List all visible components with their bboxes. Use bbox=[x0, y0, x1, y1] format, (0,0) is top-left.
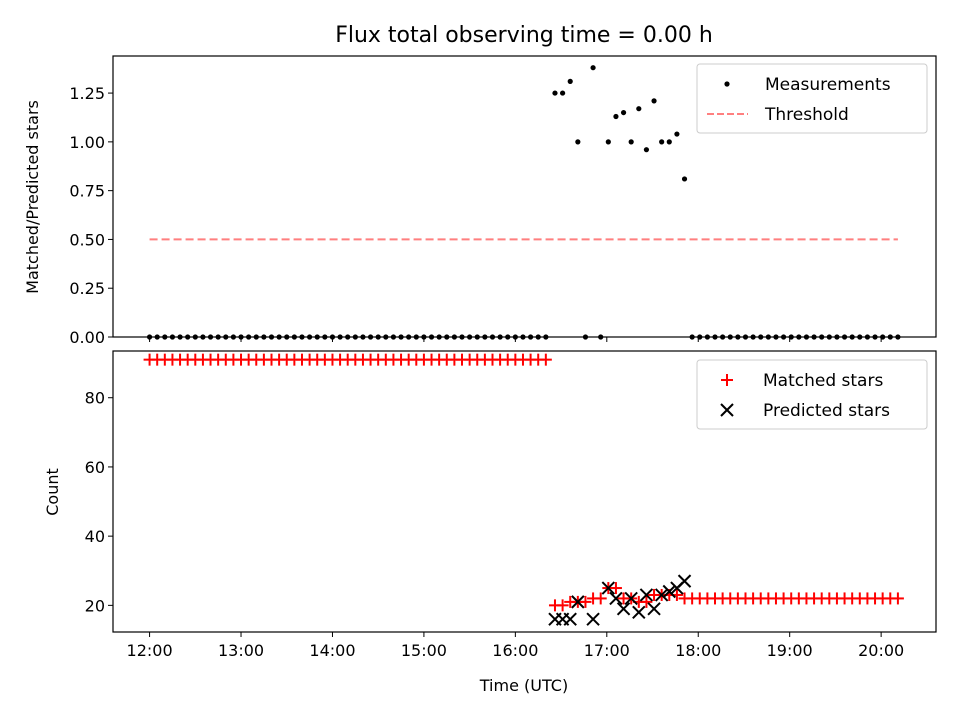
matched-stars-point bbox=[556, 599, 569, 612]
top-legend-box bbox=[696, 63, 928, 134]
matched-stars-point bbox=[579, 595, 592, 608]
measurement-point bbox=[628, 139, 634, 145]
predicted-stars-point bbox=[616, 602, 631, 616]
measurement-point bbox=[674, 131, 680, 137]
measurement-point bbox=[681, 176, 688, 182]
chart-title: Flux total observing time = 0.00 h bbox=[335, 23, 713, 48]
top-y-ticks: 0.00 0.25 0.50 0.75 1.00 1.25 bbox=[69, 84, 113, 347]
matched-stars-point bbox=[640, 595, 653, 608]
bottom-y-axis-label: Count bbox=[43, 468, 62, 516]
matched-stars-point bbox=[891, 592, 904, 605]
measurement-point bbox=[659, 139, 665, 145]
bottom-x-axis-label: Time (UTC) bbox=[479, 676, 568, 695]
x-tick-label: 15:00 bbox=[401, 641, 447, 660]
legend-predicted-marker bbox=[720, 403, 734, 417]
predicted-stars-point bbox=[677, 574, 692, 588]
predicted-stars-point bbox=[654, 588, 669, 602]
legend-matched-marker bbox=[721, 374, 733, 386]
y-tick-label: 1.00 bbox=[69, 133, 105, 152]
legend-measurements-marker bbox=[724, 81, 730, 87]
measurement-point bbox=[605, 139, 611, 145]
bottom-x-ticks: 12:00 13:00 14:00 15:00 16:00 17:00 18:00 19:00… bbox=[127, 632, 904, 660]
top-legend: Measurements Threshold bbox=[696, 63, 928, 134]
y-tick-label: 0.50 bbox=[69, 230, 105, 249]
measurement-point bbox=[620, 109, 627, 116]
y-tick-label: 0.25 bbox=[69, 279, 105, 298]
legend-measurements-label: Measurements bbox=[765, 75, 891, 95]
x-tick-label: 18:00 bbox=[675, 641, 721, 660]
measurement-point bbox=[590, 65, 596, 71]
measurement-point bbox=[651, 98, 657, 104]
y-tick-label: 40 bbox=[85, 527, 105, 546]
top-axes-frame bbox=[112, 55, 937, 338]
measurement-point bbox=[613, 113, 619, 120]
predicted-stars-point bbox=[586, 612, 600, 626]
top-y-axis-label: Matched/Predicted stars bbox=[23, 100, 42, 294]
predicted-stars-point bbox=[624, 591, 638, 606]
matched-stars-point bbox=[594, 592, 607, 605]
top-x-ticks bbox=[149, 337, 882, 342]
predicted-stars-point bbox=[601, 581, 616, 595]
measurement-point bbox=[567, 78, 573, 84]
predicted-stars-point bbox=[662, 584, 676, 599]
predicted-stars-point bbox=[571, 595, 585, 609]
bottom-data-marks bbox=[143, 353, 904, 626]
measurement-point bbox=[575, 139, 581, 145]
matched-stars-point bbox=[609, 582, 622, 595]
legend-threshold-label: Threshold bbox=[764, 105, 849, 125]
x-tick-label: 17:00 bbox=[584, 641, 630, 660]
predicted-stars-point bbox=[639, 588, 654, 602]
predicted-stars-point bbox=[563, 612, 577, 626]
measurement-point bbox=[552, 90, 558, 96]
matched-stars-point bbox=[539, 353, 552, 366]
y-tick-label: 60 bbox=[85, 458, 105, 477]
measurement-point bbox=[636, 106, 642, 112]
x-tick-label: 12:00 bbox=[127, 641, 173, 660]
measurement-point bbox=[666, 139, 672, 145]
bottom-axes-frame bbox=[112, 350, 937, 633]
bottom-legend-box bbox=[696, 359, 928, 430]
predicted-stars-point bbox=[647, 602, 661, 616]
top-subplot: 0.00 0.25 0.50 0.75 1.00 1.25 Matched/Predict… bbox=[23, 55, 937, 347]
measurement-point bbox=[560, 90, 566, 96]
y-tick-label: 80 bbox=[85, 389, 105, 408]
y-tick-label: 20 bbox=[85, 596, 105, 615]
y-tick-label: 1.25 bbox=[69, 84, 105, 103]
x-tick-label: 19:00 bbox=[767, 641, 813, 660]
x-tick-label: 20:00 bbox=[858, 641, 904, 660]
predicted-stars-point bbox=[609, 591, 623, 606]
predicted-stars-point bbox=[632, 605, 646, 619]
y-tick-label: 0.75 bbox=[69, 182, 105, 201]
measurement-point bbox=[643, 147, 650, 153]
x-tick-label: 13:00 bbox=[218, 641, 264, 660]
bottom-legend: Matched stars Predicted stars bbox=[696, 359, 928, 430]
bottom-y-ticks: 20 40 60 80 bbox=[85, 389, 113, 615]
legend-matched-label: Matched stars bbox=[763, 371, 883, 391]
x-tick-label: 16:00 bbox=[492, 641, 538, 660]
x-tick-label: 14:00 bbox=[309, 641, 355, 660]
y-tick-label: 0.00 bbox=[69, 328, 105, 347]
legend-predicted-label: Predicted stars bbox=[763, 401, 890, 421]
